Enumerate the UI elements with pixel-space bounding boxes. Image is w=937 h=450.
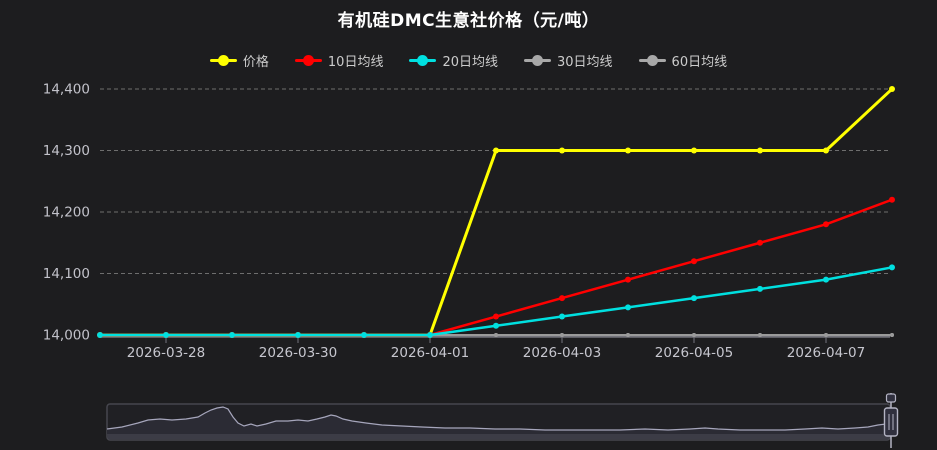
series-marker-ma20 [229, 332, 235, 338]
navigator-handle[interactable] [883, 407, 899, 437]
legend-marker-price-icon [209, 55, 237, 66]
x-axis-label: 2026-04-01 [391, 345, 469, 361]
series-marker-ma20 [559, 313, 565, 320]
series-marker-ma20 [889, 264, 895, 271]
series-marker-price [625, 147, 631, 154]
series-marker-ma30 [494, 333, 498, 337]
x-axis-label: 2026-04-05 [655, 345, 733, 361]
series-marker-ma20 [97, 332, 103, 338]
series-marker-ma10 [691, 258, 697, 265]
series-marker-price [757, 147, 763, 154]
legend-label-price: 价格 [242, 55, 269, 70]
series-marker-ma20 [823, 276, 829, 283]
navigator-area [107, 407, 890, 434]
legend-marker-ma60-icon [638, 55, 666, 66]
series-marker-price [559, 147, 565, 154]
series-marker-ma20 [295, 332, 301, 338]
y-axis-label: 14,100 [43, 266, 90, 282]
legend-label-ma10: 10日均线 [327, 55, 384, 70]
series-marker-ma30 [692, 333, 696, 337]
series-marker-ma30 [890, 333, 894, 337]
legend-item-price[interactable]: 价格 [209, 51, 269, 70]
series-marker-ma10 [559, 295, 565, 302]
legend-label-ma30: 30日均线 [557, 55, 613, 70]
x-axis-label: 2026-04-03 [523, 345, 601, 361]
navigator-bottom-strip [108, 434, 889, 439]
series-marker-ma20 [691, 295, 697, 302]
series-marker-ma20 [493, 322, 499, 329]
series-marker-ma30 [758, 333, 762, 337]
legend-item-ma20[interactable]: 20日均线 [409, 51, 498, 70]
legend-label-ma60: 60日均线 [671, 55, 728, 70]
legend-item-ma60[interactable]: 60日均线 [638, 51, 728, 70]
navigator-handle-grip-icon[interactable] [885, 393, 897, 403]
series-marker-ma30 [560, 333, 564, 337]
chart-title: 有机硅DMC生意社价格（元/吨） [337, 11, 600, 31]
series-marker-ma20 [163, 332, 169, 338]
x-axis-label: 2026-03-28 [127, 345, 205, 361]
series-marker-ma20 [757, 285, 763, 292]
series-marker-ma10 [757, 239, 763, 246]
legend: 价格 10日均线 20日均线 30日均线 60日均线 [0, 51, 937, 70]
series-marker-price [493, 147, 499, 154]
series-marker-ma10 [889, 196, 895, 203]
series-marker-ma30 [824, 333, 828, 337]
legend-item-ma10[interactable]: 10日均线 [294, 51, 384, 70]
legend-marker-ma10-icon [294, 55, 322, 66]
legend-label-ma20: 20日均线 [442, 55, 498, 70]
series-marker-price [823, 147, 829, 154]
legend-item-ma30[interactable]: 30日均线 [524, 51, 613, 70]
series-marker-ma20 [361, 332, 367, 338]
series-marker-ma30 [626, 333, 630, 337]
x-axis-label: 2026-03-30 [259, 345, 337, 361]
y-axis-label: 14,400 [43, 82, 90, 98]
series-marker-ma10 [823, 221, 829, 228]
series-marker-ma10 [625, 276, 631, 283]
y-axis-label: 14,200 [43, 205, 90, 221]
x-axis-label: 2026-04-07 [787, 345, 865, 361]
series-marker-ma20 [625, 304, 631, 311]
y-axis-label: 14,300 [43, 143, 90, 159]
navigator-sparkline [106, 406, 887, 431]
series-marker-price [889, 86, 895, 92]
y-axis-label: 14,000 [43, 328, 90, 344]
series-marker-ma10 [493, 313, 499, 320]
series-marker-price [691, 147, 697, 154]
series-marker-ma20 [427, 332, 433, 338]
legend-marker-ma20-icon [409, 55, 437, 66]
legend-marker-ma30-icon [524, 55, 551, 66]
